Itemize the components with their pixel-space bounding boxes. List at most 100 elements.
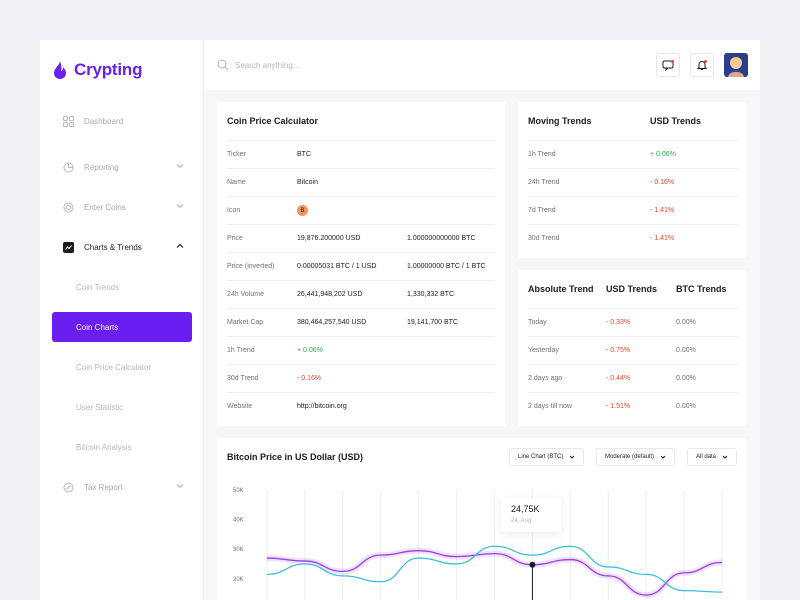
btc-trend-value: 0.00% bbox=[676, 403, 696, 410]
usd-trend-value: - 1.41% bbox=[650, 207, 675, 214]
moving-trend-row: 30d Trend - 1.41% bbox=[528, 224, 737, 252]
row-value: - 0.16% bbox=[297, 375, 322, 382]
sidebar-item-dashboard[interactable]: Dashboard bbox=[62, 111, 184, 131]
y-tick-label: 50K bbox=[233, 488, 244, 494]
btc-trend-value: 0.00% bbox=[676, 375, 696, 382]
moving-trend-row: 24h Trend - 0.16% bbox=[528, 168, 737, 196]
usd-trend-value: - 0.75% bbox=[606, 347, 631, 354]
chevron-down-icon bbox=[570, 455, 575, 459]
row-key: 24h Volume bbox=[227, 291, 264, 298]
chevron-down-icon bbox=[176, 204, 184, 209]
sidebar: Crypting Dashboard Reporting Enter Coins bbox=[40, 40, 204, 600]
bitcoin-icon: B bbox=[297, 205, 308, 216]
coin-icon bbox=[62, 201, 74, 213]
moving-trend-row: 7d Trend - 1.41% bbox=[528, 196, 737, 224]
y-tick-label: 40K bbox=[233, 518, 244, 524]
topbar: Search anything... bbox=[205, 40, 760, 90]
column-header: USD Trends bbox=[650, 116, 702, 126]
row-key: 7d Trend bbox=[528, 207, 556, 214]
avatar[interactable] bbox=[724, 53, 748, 77]
usd-trend-value: - 0.16% bbox=[650, 179, 675, 186]
chart-title: Bitcoin Price in US Dollar (USD) bbox=[227, 452, 364, 462]
y-tick-label: 20K bbox=[233, 577, 244, 583]
chevron-down-icon bbox=[722, 455, 728, 459]
calculator-row: 24h Volume 26,441,948,202 USD 1,330,332 BT… bbox=[227, 280, 495, 308]
chat-icon bbox=[662, 60, 674, 71]
sidebar-subitem-label: Coin Charts bbox=[76, 322, 119, 332]
sidebar-item-enter-coins[interactable]: Enter Coins bbox=[62, 197, 184, 217]
calculator-row: Ticker BTC bbox=[227, 140, 495, 168]
column-header: BTC Trends bbox=[676, 284, 727, 294]
series-line-1[interactable] bbox=[266, 545, 723, 593]
chevron-down-icon bbox=[176, 484, 184, 489]
row-key: Price (inverted) bbox=[227, 263, 275, 270]
sidebar-item-tax-report[interactable]: Tax Report bbox=[62, 477, 184, 497]
sidebar-item-label: Enter Coins bbox=[84, 202, 126, 212]
row-value: + 0.06% bbox=[297, 347, 323, 354]
price-line-chart[interactable]: 50K40K30K20K10K bbox=[217, 438, 747, 600]
row-key: 1h Trend bbox=[227, 347, 255, 354]
row-key: Website bbox=[227, 403, 253, 410]
range-dropdown[interactable]: All data bbox=[687, 448, 738, 466]
dropdown-label: Moderate (default) bbox=[605, 454, 655, 460]
card-title: Absolute Trend bbox=[528, 284, 594, 294]
row-key: Yesterday bbox=[528, 347, 559, 354]
series-line-0[interactable] bbox=[266, 550, 723, 596]
calculator-row: Website http://bitcoin.org bbox=[227, 392, 495, 420]
website-link[interactable]: http://bitcoin.org bbox=[297, 403, 347, 410]
search-bar[interactable]: Search anything... bbox=[217, 59, 299, 71]
logo[interactable]: Crypting bbox=[54, 60, 142, 80]
chart-icon bbox=[62, 241, 74, 253]
absolute-trend-row: Today - 0.33% 0.00% bbox=[528, 308, 737, 336]
sidebar-subitem-user-statistic[interactable]: User Statistic bbox=[76, 403, 124, 412]
highlight-point[interactable] bbox=[529, 561, 536, 568]
row-key: Today bbox=[528, 319, 547, 326]
card-title: Moving Trends bbox=[528, 116, 592, 126]
calculator-row: Price (inverted) 0.00005031 BTC / 1 USD 1.… bbox=[227, 252, 495, 280]
coin-price-calculator-card: Coin Price Calculator Ticker BTC Name Bitco… bbox=[217, 102, 505, 426]
sidebar-item-label: Charts & Trends bbox=[84, 242, 142, 252]
row-key: Price bbox=[227, 235, 243, 242]
row-key: 24h Trend bbox=[528, 179, 560, 186]
row-key: 1h Trend bbox=[528, 151, 556, 158]
calculator-row: 30d Trend - 0.16% bbox=[227, 364, 495, 392]
row-value-btc: 1.000000000000 BTC bbox=[407, 235, 476, 242]
y-tick-label: 30K bbox=[233, 547, 244, 553]
row-key: 2 days till now bbox=[528, 403, 572, 410]
calculator-row: Icon B bbox=[227, 196, 495, 224]
absolute-trend-row: 2 days till now - 1.51% 0.00% bbox=[528, 392, 737, 420]
absolute-trend-card: Absolute Trend USD Trends BTC Trends Tod… bbox=[518, 270, 747, 426]
chevron-up-icon bbox=[176, 243, 184, 248]
row-key: Icon bbox=[227, 207, 241, 214]
calculator-row: Name Bitcoin bbox=[227, 168, 495, 196]
search-icon bbox=[217, 59, 229, 71]
dropdown-label: All data bbox=[696, 454, 717, 460]
row-key: Market Cap bbox=[227, 319, 264, 326]
user-avatar-icon bbox=[724, 53, 748, 77]
usd-trend-value: + 0.06% bbox=[650, 151, 676, 158]
flame-icon bbox=[54, 61, 66, 79]
sidebar-item-charts-trends[interactable]: Charts & Trends bbox=[62, 237, 184, 257]
tooltip-date: 24, Aug bbox=[511, 518, 532, 524]
chart-type-dropdown[interactable]: Line Chart (BTC) bbox=[509, 448, 585, 466]
smoothing-dropdown[interactable]: Moderate (default) bbox=[596, 448, 676, 466]
sidebar-item-label: Dashboard bbox=[84, 116, 124, 126]
sidebar-subitem-bitcoin-analysis[interactable]: Bitcoin Analysis bbox=[76, 443, 132, 452]
column-header: USD Trends bbox=[606, 284, 658, 294]
row-key: Ticker bbox=[227, 151, 246, 158]
sidebar-subitem-coin-trends[interactable]: Coin Trends bbox=[76, 283, 120, 292]
sidebar-subitem-coin-charts[interactable]: Coin Charts bbox=[52, 312, 192, 342]
usd-trend-value: - 1.41% bbox=[650, 235, 675, 242]
messages-button[interactable] bbox=[656, 53, 680, 77]
btc-trend-value: 0.00% bbox=[676, 347, 696, 354]
calculator-row: Price 19,876.200000 USD 1.000000000000 BTC bbox=[227, 224, 495, 252]
chart-tooltip: 24,75K 24, Aug bbox=[501, 498, 561, 532]
search-input[interactable]: Search anything... bbox=[235, 60, 300, 70]
row-key: 2 days ago bbox=[528, 375, 563, 382]
notifications-button[interactable] bbox=[690, 53, 714, 77]
absolute-trend-row: Yesterday - 0.75% 0.00% bbox=[528, 336, 737, 364]
row-value: 380,464,257,540 USD bbox=[297, 319, 367, 326]
row-key: Name bbox=[227, 179, 246, 186]
sidebar-subitem-coin-price-calculator[interactable]: Coin Price Calculator bbox=[76, 363, 152, 372]
sidebar-item-reporting[interactable]: Reporting bbox=[62, 157, 184, 177]
